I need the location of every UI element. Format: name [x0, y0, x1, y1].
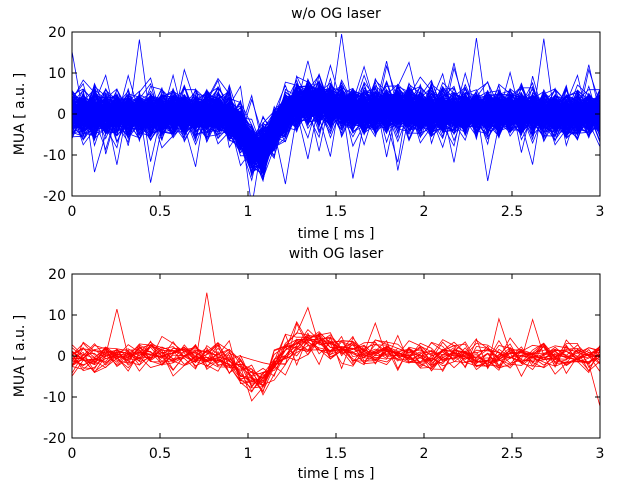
x-tick-label: 2.5	[501, 204, 523, 220]
x-tick-label: 2.5	[501, 446, 523, 462]
x-tick-label: 1	[244, 204, 253, 220]
x-tick-label: 2	[420, 446, 429, 462]
trace-line	[72, 334, 600, 396]
bottom-panel-ticks: 0 0.5 1 1.5 2 2.5 3 -20 -10 0 10 20	[43, 267, 604, 462]
x-tick-label: 1.5	[325, 446, 347, 462]
trace-line	[72, 79, 600, 162]
trace-line	[72, 81, 600, 162]
top-panel-ticks: 0 0.5 1 1.5 2 2.5 3 -20 -10 0 10 20	[43, 25, 604, 220]
y-tick-label: -20	[43, 189, 66, 205]
y-tick-label: -20	[43, 431, 66, 447]
x-tick-label: 2	[420, 204, 429, 220]
bottom-panel-xlabel: time [ ms ]	[298, 466, 375, 482]
y-tick-label: 10	[48, 66, 66, 82]
trace-line	[72, 84, 600, 154]
trace-line	[72, 86, 600, 177]
y-tick-label: 10	[48, 308, 66, 324]
x-tick-label: 0	[68, 204, 77, 220]
x-tick-label: 0.5	[149, 204, 171, 220]
trace-line	[72, 341, 600, 387]
trace-line	[72, 96, 600, 153]
bottom-panel-traces	[72, 292, 600, 407]
top-panel-xlabel: time [ ms ]	[298, 226, 375, 242]
trace-line	[72, 88, 600, 178]
trace-line	[72, 317, 600, 387]
x-tick-label: 1.5	[325, 204, 347, 220]
y-tick-label: 20	[48, 267, 66, 283]
trace-line	[72, 333, 600, 392]
trace-line	[72, 89, 600, 168]
bottom-panel: with OG laser time [ ms ] MUA [ a.u. ] 0…	[12, 246, 604, 482]
x-tick-label: 1	[244, 446, 253, 462]
trace-line	[72, 309, 600, 393]
y-tick-label: 0	[57, 349, 66, 365]
top-panel-traces	[72, 34, 600, 196]
top-panel-ylabel: MUA [ a.u. ]	[12, 73, 28, 156]
trace-line	[72, 86, 600, 167]
y-tick-label: -10	[43, 390, 66, 406]
bottom-panel-ylabel: MUA [ a.u. ]	[12, 315, 28, 398]
bottom-panel-title: with OG laser	[289, 246, 384, 262]
x-tick-label: 0	[68, 446, 77, 462]
x-tick-label: 0.5	[149, 446, 171, 462]
x-tick-label: 3	[596, 204, 605, 220]
x-tick-label: 3	[596, 446, 605, 462]
y-tick-label: 20	[48, 25, 66, 41]
trace-line	[72, 335, 600, 387]
top-panel-title: w/o OG laser	[291, 6, 381, 22]
y-tick-label: -10	[43, 148, 66, 164]
y-tick-label: 0	[57, 107, 66, 123]
